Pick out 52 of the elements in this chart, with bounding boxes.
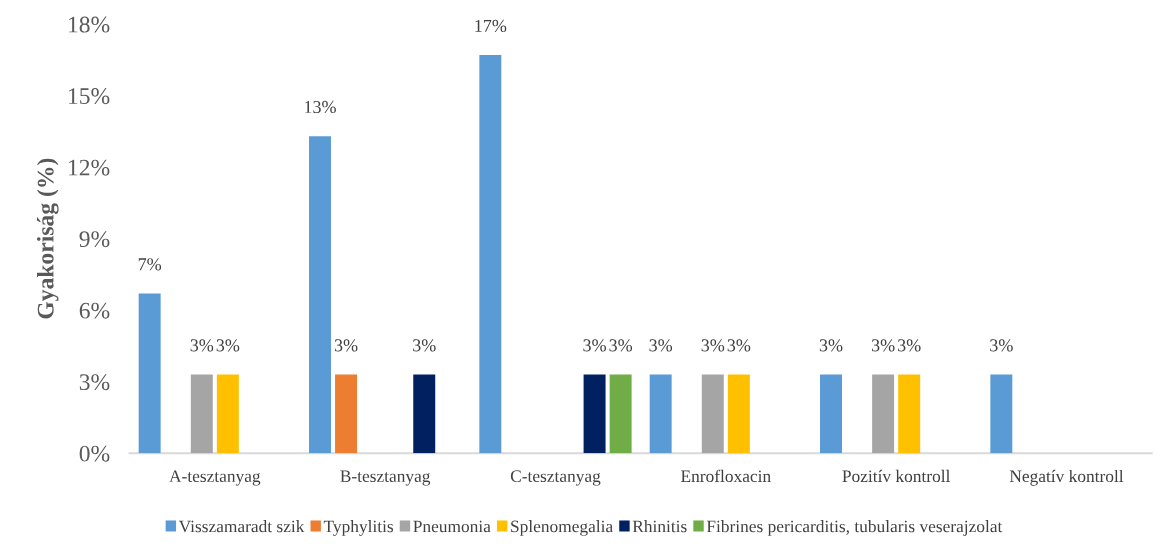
x-tick-label: Pozitív kontroll (842, 469, 951, 483)
data-label: 3% (990, 339, 1013, 352)
data-label: 3% (583, 339, 606, 352)
legend-label: Pneumonia (413, 520, 491, 533)
y-tick-label: 9% (79, 231, 110, 248)
legend-label: Visszamaradt szik (178, 520, 305, 533)
bar (872, 374, 895, 454)
data-label: 3% (413, 339, 436, 352)
y-axis-title: Gyakoriság (%) (36, 158, 59, 319)
bar (479, 55, 502, 454)
data-label: 17% (475, 19, 507, 33)
y-tick-label: 18% (69, 16, 110, 33)
x-tick-label: Enrofloxacin (681, 469, 771, 483)
bar (309, 136, 331, 454)
bar (727, 374, 750, 454)
data-label: 13% (305, 100, 336, 114)
bar (583, 374, 606, 454)
legend-label: Typhylitis (323, 520, 394, 536)
legend-label: Splenomegalia (511, 520, 613, 536)
y-tick-label: 6% (79, 302, 110, 319)
y-tick-label: 3% (79, 374, 110, 391)
x-tick-label: C-tesztanyag (510, 470, 601, 486)
y-tick-label: 15% (69, 88, 110, 105)
data-label: 3% (727, 339, 751, 352)
data-label: 3% (190, 339, 214, 352)
data-label: 3% (871, 339, 895, 352)
bar (335, 374, 358, 454)
data-label: 3% (334, 339, 358, 352)
data-label: 7% (138, 258, 162, 271)
bar (820, 374, 842, 454)
data-label: 3% (216, 339, 240, 352)
x-tick-label: B-tesztanyag (340, 470, 431, 486)
bar (413, 374, 436, 454)
legend-label: Rhinitis (632, 520, 687, 533)
bar (609, 374, 632, 454)
bar (990, 374, 1013, 454)
bar (701, 374, 724, 454)
legend-label: Fibrines pericarditis, tubularis veserajzolat (706, 520, 1003, 536)
bar (216, 374, 239, 454)
bar (898, 374, 921, 454)
y-tick-label: 12% (69, 159, 110, 176)
y-tick-label: 0% (79, 445, 110, 462)
bar (190, 374, 213, 454)
data-label: 3% (819, 339, 843, 352)
x-tick-label: Negatív kontroll (1009, 469, 1124, 486)
bar (138, 293, 161, 454)
x-tick-label: A-tesztanyag (169, 470, 261, 486)
data-label: 3% (701, 339, 725, 352)
data-label: 3% (609, 339, 633, 352)
bar (649, 374, 672, 454)
data-label: 3% (898, 339, 921, 352)
data-label: 3% (649, 339, 673, 352)
